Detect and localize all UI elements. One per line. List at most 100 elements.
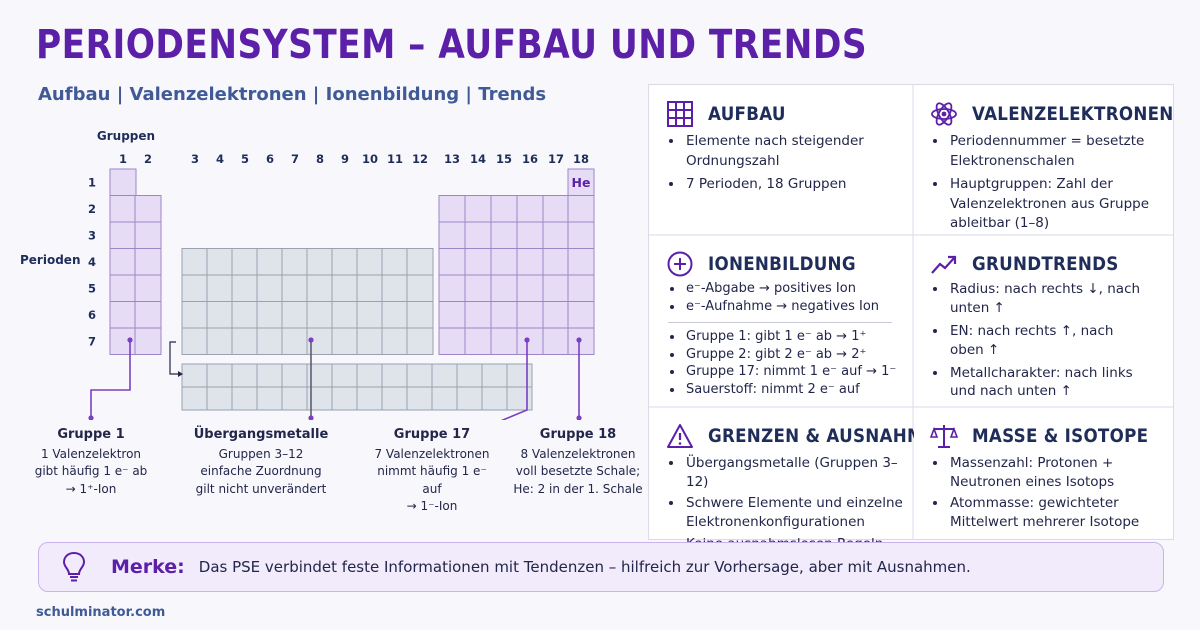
cell-transition-metal <box>406 301 434 329</box>
cell-transition-metal <box>281 274 309 302</box>
f-block-arrow <box>178 371 183 377</box>
group-number: 9 <box>341 152 349 166</box>
cell-main-group <box>490 248 518 276</box>
group-number: 8 <box>316 152 324 166</box>
cell-group-2 <box>134 327 162 355</box>
list-item: Metallcharakter: nach links und nach unt… <box>948 364 1148 402</box>
cell-f-block <box>506 386 533 411</box>
list-item: 7 Perioden, 18 Gruppen <box>684 175 894 195</box>
group-number: 2 <box>144 152 152 166</box>
cell-main-group <box>438 327 466 355</box>
cell-main-group <box>438 274 466 302</box>
merke-box: Merke: Das PSE verbindet feste Informati… <box>38 542 1164 592</box>
card-grundtrends: GRUNDTRENDS Radius: nach rechts ↓, nach … <box>914 236 1172 406</box>
cell-group-18 <box>567 248 595 276</box>
connector-dot <box>308 415 314 420</box>
cell-transition-metal <box>381 248 409 276</box>
periods-label: Perioden <box>20 253 80 267</box>
cell-main-group <box>542 195 570 223</box>
cell-f-block <box>206 363 233 388</box>
cell-main-group <box>464 195 492 223</box>
connector-dot <box>576 415 582 420</box>
caption-line: He: 2 in der 1. Schale <box>513 481 643 496</box>
cell-group-2 <box>134 274 162 302</box>
cell-main-group <box>490 195 518 223</box>
cell-main-group <box>438 221 466 249</box>
list-item: Massenzahl: Protonen + Neutronen eines I… <box>948 454 1158 492</box>
cell-main-group <box>490 301 518 329</box>
cell-group-1 <box>109 195 137 223</box>
group-number: 5 <box>241 152 249 166</box>
cell-f-block <box>456 363 483 388</box>
list-item: Gruppe 1: gibt 1 e⁻ ab → 1⁺ <box>684 328 914 346</box>
group-number: 12 <box>412 152 428 166</box>
list-item: EN: nach rechts ↑, nach oben ↑ <box>948 322 1148 360</box>
card-masse-isotope: MASSE & ISOTOPE Massenzahl: Protonen + N… <box>914 408 1172 538</box>
lightbulb-icon <box>62 551 86 582</box>
grid-icon <box>667 101 693 127</box>
cell-transition-metal <box>181 327 209 355</box>
cell-transition-metal <box>406 274 434 302</box>
cell-main-group <box>516 221 544 249</box>
list-item: e⁻-Abgabe → positives Ion <box>684 280 914 298</box>
connector-group-17 <box>500 340 528 420</box>
connector-group-1 <box>90 340 131 418</box>
cell-transition-metal <box>231 327 259 355</box>
f-block-bracket <box>169 341 178 375</box>
cell-group-18 <box>567 301 595 329</box>
cell-transition-metal <box>281 248 309 276</box>
info-panel: AUFBAU Elemente nach steigender Ordnungs… <box>648 84 1174 552</box>
page-subtitle: Aufbau | Valenzelektronen | Ionenbildung… <box>38 84 547 105</box>
caption-line: nimmt häufig 1 e⁻ auf <box>377 464 487 496</box>
cell-transition-metal <box>206 327 234 355</box>
caption-group-18: Gruppe 18 8 Valenzelektronen voll besetz… <box>508 426 648 498</box>
cell-f-block <box>231 386 258 411</box>
footer-link[interactable]: schulminator.com <box>36 605 166 620</box>
card-title: GRUNDTRENDS <box>972 253 1119 275</box>
list-item: Sauerstoff: nimmt 2 e⁻ auf <box>684 381 914 399</box>
cell-main-group <box>516 274 544 302</box>
cell-transition-metal <box>306 248 334 276</box>
cell-transition-metal <box>406 248 434 276</box>
cell-main-group <box>464 221 492 249</box>
cell-group-1 <box>109 221 137 249</box>
cell-f-block <box>406 386 433 411</box>
group-number: 6 <box>266 152 274 166</box>
cell-main-group <box>438 248 466 276</box>
merke-text: Das PSE verbindet feste Informationen mi… <box>198 558 971 576</box>
cell-main-group <box>516 248 544 276</box>
connector-dot <box>308 337 314 343</box>
cell-f-block <box>456 386 483 411</box>
group-number: 16 <box>522 152 538 166</box>
cell-main-group <box>542 301 570 329</box>
caption-group-17: Gruppe 17 7 Valenzelektronen nimmt häufi… <box>366 426 498 515</box>
cell-transition-metal <box>381 274 409 302</box>
cell-transition-metal <box>206 301 234 329</box>
cell-group-1 <box>109 301 137 329</box>
scale-icon <box>930 425 958 448</box>
card-title: AUFBAU <box>708 103 786 125</box>
cell-transition-metal <box>356 274 384 302</box>
cell-f-block <box>231 363 258 388</box>
group-number: 18 <box>573 152 589 166</box>
cell-transition-metal <box>381 301 409 329</box>
cell-main-group <box>464 274 492 302</box>
caption-line: gibt häufig 1 e⁻ ab <box>34 464 148 479</box>
list-item: Schwere Elemente und einzelne Elektronen… <box>684 494 916 532</box>
card-title: IONENBILDUNG <box>708 253 856 275</box>
groups-label: Gruppen <box>97 129 155 143</box>
card-title: VALENZELEKTRONEN <box>972 103 1174 125</box>
list-item: Übergangsmetalle (Gruppen 3–12) <box>684 454 916 492</box>
cell-f-block <box>356 363 383 388</box>
page-title: PERIODENSYSTEM – AUFBAU UND TRENDS <box>36 22 868 68</box>
cell-transition-metal <box>206 274 234 302</box>
card-ionenbildung: IONENBILDUNG e⁻-Abgabe → positives Ion e… <box>650 236 912 406</box>
caption-group-1: Gruppe 1 1 Valenzelektron gibt häufig 1 … <box>28 426 154 498</box>
cell-f-block <box>381 363 408 388</box>
trend-up-icon <box>931 255 957 274</box>
cell-transition-metal <box>256 327 284 355</box>
caption-title: Übergangsmetalle <box>193 427 329 442</box>
group-number: 7 <box>291 152 299 166</box>
list-item: Atommasse: gewichteter Mittelwert mehrer… <box>948 494 1158 532</box>
